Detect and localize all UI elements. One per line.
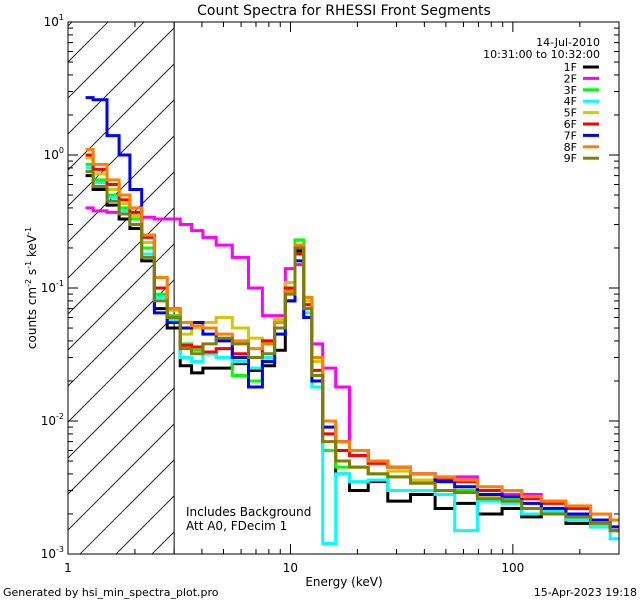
x-tick-label: 1 [64,561,72,575]
legend-label-4f: 4F [564,95,577,108]
y-label-base: counts cm [25,287,39,349]
y-label-end: keV [25,234,39,261]
y-tick-base: 10 [41,547,56,561]
y-axis-label: counts cm-2 s-1 keV-1 [24,227,39,349]
hatch-line [68,423,175,531]
hatch-line [68,207,175,315]
legend-label-9f: 9F [564,152,577,165]
legend-label-2f: 2F [564,72,577,85]
y-tick-exponent: -2 [56,412,64,421]
y-tick-exponent: -3 [56,545,64,554]
y-tick-label: 10-1 [41,279,64,295]
legend-label-8f: 8F [564,141,577,154]
y-tick-exponent: 0 [59,146,64,155]
x-tick-label: 100 [501,561,524,575]
y-tick-exponent: -1 [56,279,64,288]
y-tick-base: 10 [41,414,56,428]
x-tick-labels: 1 10 100 [64,561,524,575]
annotation-background: Includes Background [186,505,311,519]
series-line-8f [85,148,619,522]
series-line-1f [85,174,619,533]
legend-label-5f: 5F [564,107,577,120]
hatch-line [68,63,175,171]
hatched-region [68,22,175,554]
annotation-attenuator: Att A0, FDecim 1 [186,519,287,533]
y-tick-label: 10-3 [41,545,64,561]
x-tick-label: 10 [283,561,298,575]
hatch-line [68,243,175,351]
y-tick-label: 100 [44,146,64,162]
legend-label-7f: 7F [564,129,577,142]
legend-label-3f: 3F [564,84,577,97]
hatch-line [68,387,175,495]
y-tick-label: 10-2 [41,412,64,428]
hatch-lines [68,22,175,554]
y-label-sup2: -1 [24,261,33,269]
axis-ticks [67,21,620,555]
legend-label-1f: 1F [564,61,577,74]
series-line-7f [85,96,619,529]
series-line-6f [85,153,619,522]
y-tick-label: 101 [44,13,64,29]
y-label-sup3: -1 [24,227,33,235]
y-tick-exponent: 1 [59,13,64,22]
info-time-range: 10:31:00 to 10:32:00 [483,48,600,61]
legend-label-6f: 6F [564,118,577,131]
series-line-4f [85,166,619,545]
x-axis-label: Energy (keV) [305,575,382,589]
hatch-line [68,99,175,207]
hatch-line [79,459,175,554]
y-tick-base: 10 [44,148,59,162]
chart-title: Count Spectra for RHESSI Front Segments [197,3,491,19]
y-label-sup1: -2 [24,279,33,287]
series-layer [85,96,619,545]
series-line-5f [85,156,619,529]
footer-timestamp: 15-Apr-2023 19:18 [534,586,637,599]
series-line-9f [85,170,619,533]
footer-generated-by: Generated by hsi_min_spectra_plot.pro [3,586,219,599]
info-date: 14-Jul-2010 [536,36,600,49]
series-line-2f [85,206,619,522]
y-tick-base: 10 [44,15,59,29]
y-tick-base: 10 [41,281,56,295]
hatch-line [68,27,175,135]
y-label-mid: s [25,269,39,279]
